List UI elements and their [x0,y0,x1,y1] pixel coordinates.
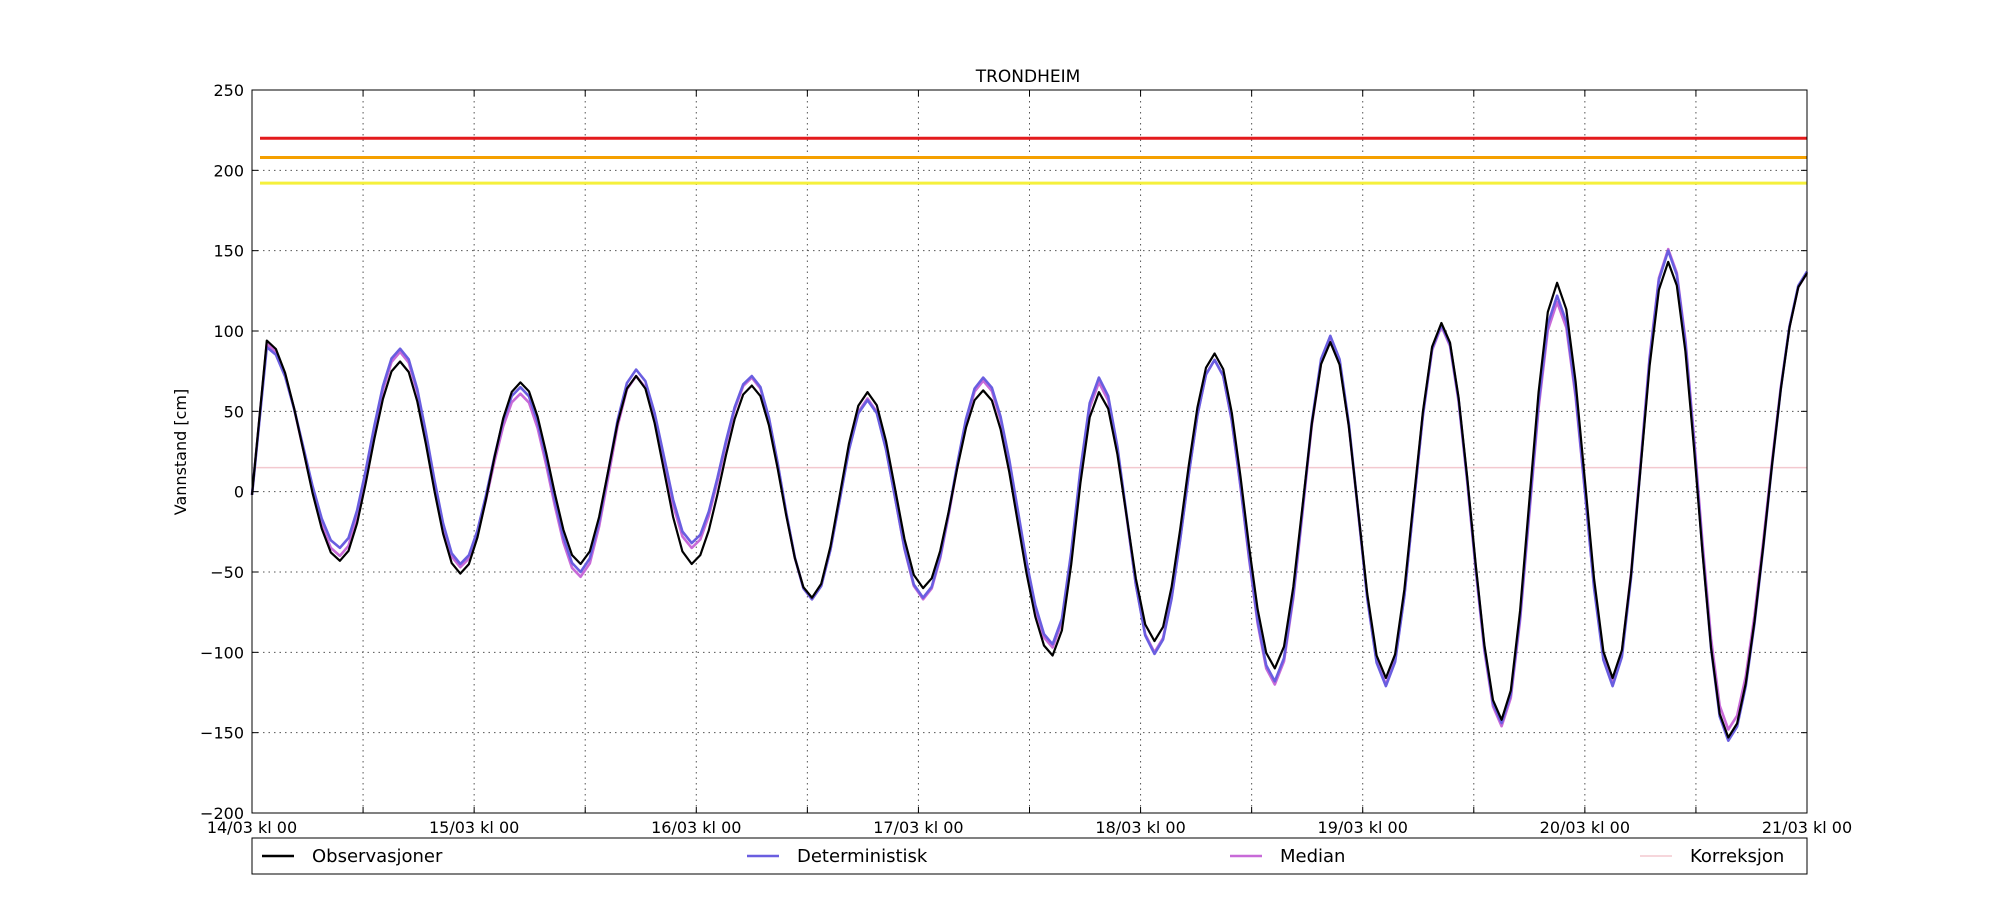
y-tick-label: 250 [213,81,244,100]
series-lines [250,247,1809,742]
chart-title: TRONDHEIM [975,67,1081,87]
y-tick-label: −200 [200,804,244,823]
y-tick-label: 0 [234,483,244,502]
y-tick-label: 50 [224,402,244,421]
x-tick-label: 18/03 kl 00 [1095,818,1185,837]
y-tick-label: 100 [213,322,244,341]
y-axis-label: Vannstand [cm] [171,389,190,515]
x-tick-label: 15/03 kl 00 [429,818,519,837]
y-tick-label: 200 [213,161,244,180]
x-tick-label: 20/03 kl 00 [1540,818,1630,837]
grid-lines [252,90,1807,813]
legend-label: Median [1280,846,1345,867]
threshold-lines [260,136,1807,185]
y-tick-label: 150 [213,242,244,261]
series-deterministisk [250,249,1809,742]
y-tick-label: −100 [200,643,244,662]
legend-label: Observasjoner [312,846,443,867]
y-tick-label: −150 [200,724,244,743]
legend-box [251,837,1808,875]
legend-label: Deterministisk [797,846,928,867]
x-tick-label: 17/03 kl 00 [873,818,963,837]
axis-ticks: −200 −150 −100 −50 0 50 100 150 200 250 14/03 kl 0… [200,81,1852,837]
x-tick-label: 21/03 kl 00 [1762,818,1852,837]
x-tick-label: 16/03 kl 00 [651,818,741,837]
series-observasjoner [250,260,1808,739]
x-tick-label: 14/03 kl 00 [207,818,297,837]
legend: Observasjoner Deterministisk Median Korreks… [251,837,1808,875]
x-tick-label: 19/03 kl 00 [1318,818,1408,837]
plot-frame [251,89,1808,814]
legend-label: Korreksjon [1690,846,1784,867]
y-tick-label: −50 [210,563,244,582]
